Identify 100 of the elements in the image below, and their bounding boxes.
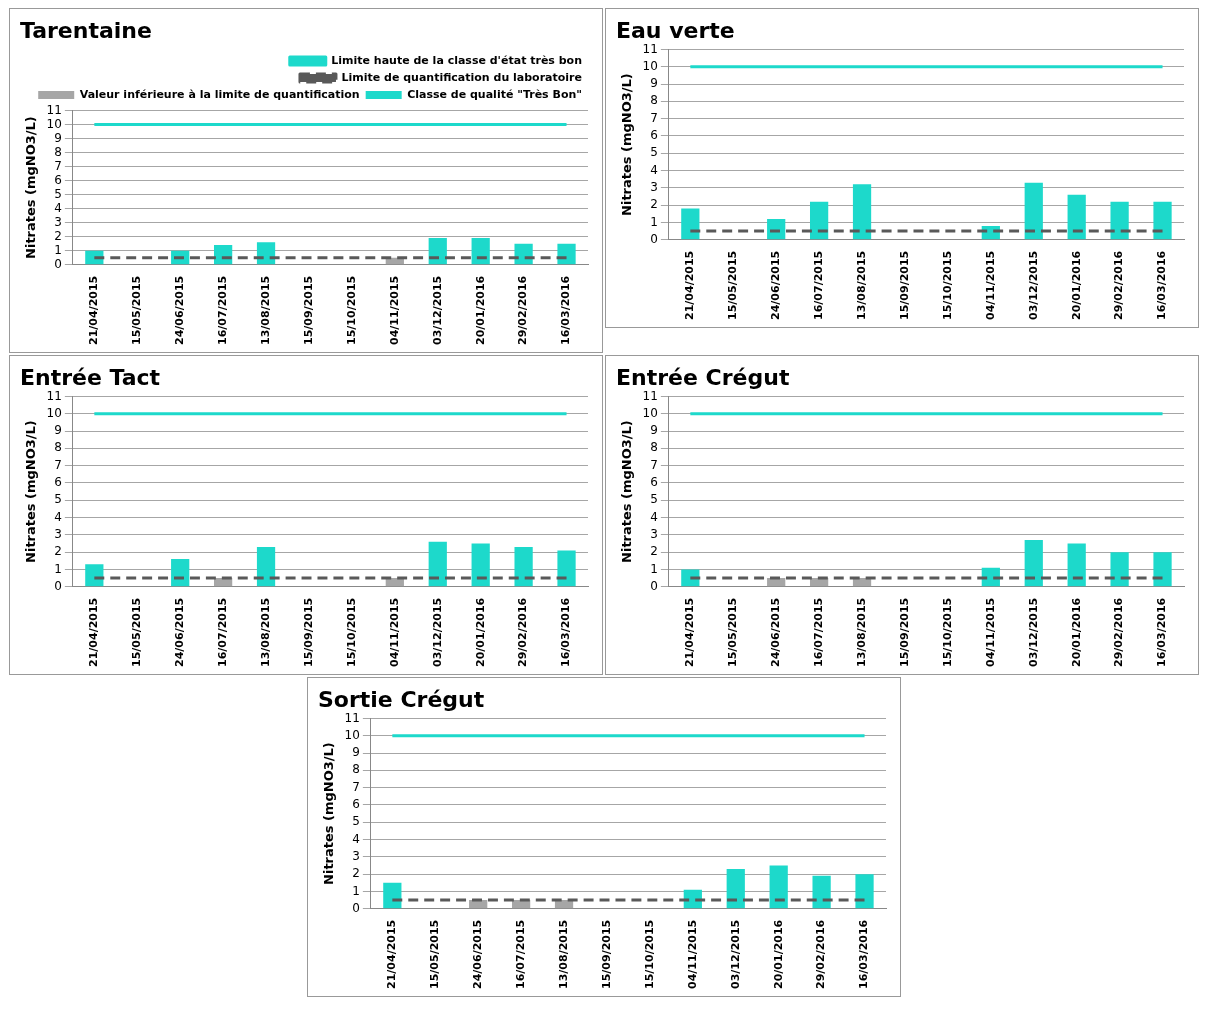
x-tick-label: 16/07/2015 bbox=[215, 275, 229, 345]
bar bbox=[1067, 543, 1086, 587]
y-tick-label: 9 bbox=[54, 130, 62, 145]
x-tick-label: 21/04/2015 bbox=[683, 597, 697, 667]
bar bbox=[428, 541, 447, 587]
x-tick-label: 16/07/2015 bbox=[811, 597, 825, 667]
y-tick-label: 0 bbox=[54, 578, 62, 593]
y-tick-label: 5 bbox=[650, 492, 658, 507]
bar bbox=[1110, 201, 1129, 240]
x-tick-label: 20/01/2016 bbox=[1069, 250, 1083, 320]
x-tick-label: 15/10/2015 bbox=[940, 597, 954, 667]
y-tick-label: 0 bbox=[352, 900, 360, 915]
y-tick-label: 1 bbox=[650, 561, 658, 576]
x-tick-label: 15/09/2015 bbox=[301, 597, 315, 667]
x-tick-label: 24/06/2015 bbox=[471, 919, 485, 989]
x-tick-label: 16/03/2016 bbox=[1155, 250, 1169, 320]
y-tick-label: 2 bbox=[352, 866, 360, 881]
y-tick-label: 7 bbox=[54, 158, 62, 173]
x-tick-label: 21/04/2015 bbox=[87, 275, 101, 345]
bar bbox=[471, 543, 490, 587]
legend-label: Limite haute de la classe d'état très bon bbox=[331, 53, 582, 67]
x-tick-label: 15/09/2015 bbox=[301, 275, 315, 345]
y-tick-label: 2 bbox=[650, 544, 658, 559]
x-tick-label: 04/11/2015 bbox=[983, 597, 997, 667]
x-tick-label: 15/10/2015 bbox=[940, 250, 954, 320]
y-tick-label: 2 bbox=[54, 544, 62, 559]
bar bbox=[726, 868, 745, 909]
y-tick-label: 9 bbox=[54, 423, 62, 438]
bar bbox=[852, 184, 872, 240]
bar bbox=[1153, 201, 1172, 240]
x-tick-label: 15/10/2015 bbox=[642, 919, 656, 989]
x-tick-label: 04/11/2015 bbox=[387, 597, 401, 667]
x-tick-label: 24/06/2015 bbox=[769, 597, 783, 667]
y-tick-label: 6 bbox=[650, 475, 658, 490]
y-tick-label: 8 bbox=[54, 144, 62, 159]
x-tick-label: 20/01/2016 bbox=[771, 919, 785, 989]
x-tick-label: 20/01/2016 bbox=[1069, 597, 1083, 667]
x-tick-label: 15/09/2015 bbox=[897, 597, 911, 667]
y-tick-label: 4 bbox=[650, 162, 658, 177]
y-tick-label: 5 bbox=[650, 145, 658, 160]
chart-title: Tarentaine bbox=[20, 17, 152, 43]
x-tick-label: 03/12/2015 bbox=[430, 275, 444, 345]
y-tick-label: 10 bbox=[642, 405, 658, 420]
y-tick-label: 0 bbox=[54, 256, 62, 271]
x-tick-label: 16/03/2016 bbox=[857, 919, 871, 989]
y-tick-label: 11 bbox=[642, 41, 658, 56]
y-tick-label: 0 bbox=[650, 578, 658, 593]
bar bbox=[256, 546, 276, 587]
x-tick-label: 16/03/2016 bbox=[1155, 597, 1169, 667]
bar bbox=[514, 546, 533, 587]
y-tick-label: 7 bbox=[650, 457, 658, 472]
x-tick-label: 04/11/2015 bbox=[983, 250, 997, 320]
y-tick-label: 8 bbox=[352, 762, 360, 777]
legend-label: Classe de qualité "Très Bon" bbox=[407, 87, 582, 101]
bar bbox=[809, 201, 829, 240]
bar bbox=[1067, 194, 1086, 240]
y-tick-label: 5 bbox=[54, 186, 62, 201]
y-tick-label: 11 bbox=[344, 710, 360, 725]
x-tick-label: 16/03/2016 bbox=[559, 275, 573, 345]
y-tick-label: 7 bbox=[352, 779, 360, 794]
x-tick-label: 03/12/2015 bbox=[728, 919, 742, 989]
y-tick-label: 4 bbox=[650, 509, 658, 524]
bar bbox=[812, 875, 831, 909]
y-axis-title: Nitrates (mgNO3/L) bbox=[619, 73, 635, 216]
y-tick-label: 1 bbox=[650, 214, 658, 229]
x-tick-label: 04/11/2015 bbox=[387, 275, 401, 345]
bar bbox=[1024, 540, 1043, 587]
y-tick-label: 10 bbox=[46, 116, 62, 131]
y-tick-label: 7 bbox=[54, 457, 62, 472]
chart-title: Eau verte bbox=[616, 17, 735, 43]
x-tick-label: 03/12/2015 bbox=[1026, 597, 1040, 667]
bar bbox=[383, 882, 402, 909]
x-tick-label: 15/10/2015 bbox=[344, 597, 358, 667]
x-tick-label: 15/05/2015 bbox=[130, 275, 144, 345]
bar bbox=[855, 874, 874, 909]
y-tick-label: 3 bbox=[54, 526, 62, 541]
x-tick-label: 03/12/2015 bbox=[1026, 250, 1040, 320]
chart-title: Sortie Crégut bbox=[318, 686, 485, 712]
x-tick-label: 21/04/2015 bbox=[385, 919, 399, 989]
y-tick-label: 6 bbox=[54, 172, 62, 187]
x-tick-label: 15/05/2015 bbox=[726, 250, 740, 320]
y-tick-label: 11 bbox=[46, 102, 62, 117]
y-tick-label: 9 bbox=[650, 76, 658, 91]
x-tick-label: 20/01/2016 bbox=[473, 597, 487, 667]
y-tick-label: 4 bbox=[352, 831, 360, 846]
x-tick-label: 20/01/2016 bbox=[473, 275, 487, 345]
y-tick-label: 3 bbox=[650, 179, 658, 194]
y-tick-label: 10 bbox=[642, 58, 658, 73]
x-tick-label: 13/08/2015 bbox=[258, 597, 272, 667]
y-tick-label: 11 bbox=[642, 388, 658, 403]
bar bbox=[769, 865, 788, 909]
x-tick-label: 24/06/2015 bbox=[769, 250, 783, 320]
x-tick-label: 21/04/2015 bbox=[683, 250, 697, 320]
y-tick-label: 4 bbox=[54, 509, 62, 524]
legend-label: Limite de quantification du laboratoire bbox=[341, 70, 583, 84]
y-tick-label: 6 bbox=[650, 128, 658, 143]
y-tick-label: 1 bbox=[54, 242, 62, 257]
x-tick-label: 15/05/2015 bbox=[428, 919, 442, 989]
y-tick-label: 4 bbox=[54, 200, 62, 215]
x-tick-label: 29/02/2016 bbox=[1112, 597, 1126, 667]
